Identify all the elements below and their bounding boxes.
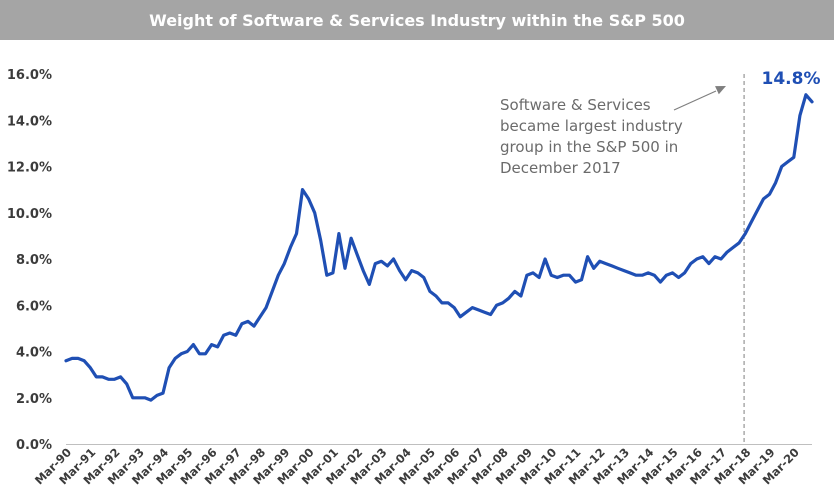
annotation-line: became largest industry [500, 117, 683, 135]
y-tick-label: 6.0% [16, 299, 52, 314]
y-tick-label: 16.0% [7, 68, 52, 83]
y-tick-label: 10.0% [7, 207, 52, 222]
last-value-label: 14.8% [762, 69, 821, 89]
series-line-software-services-weight [64, 93, 814, 402]
annotation-arrow-head [715, 86, 726, 95]
y-tick-label: 0.0% [16, 438, 52, 453]
y-tick-label: 4.0% [16, 346, 52, 361]
annotation-line: December 2017 [500, 159, 621, 177]
annotation-line: group in the S&P 500 in [500, 138, 678, 156]
annotation-line: Software & Services [500, 96, 651, 114]
annotation: Software & Services became largest indust… [500, 96, 683, 177]
y-tick-label: 2.0% [16, 392, 52, 407]
y-axis: 0.0% 2.0% 4.0% 6.0% 8.0% 10.0% 12.0% 14.0% 16.0% [7, 68, 52, 453]
y-tick-label: 12.0% [7, 161, 52, 176]
x-axis: Mar-90Mar-91Mar-92Mar-93Mar-94Mar-95Mar-… [32, 445, 802, 487]
chart-title: Weight of Software & Services Industry w… [0, 0, 834, 40]
y-tick-label: 8.0% [16, 253, 52, 268]
y-tick-label: 14.0% [7, 114, 52, 129]
annotation-arrow [673, 90, 717, 111]
